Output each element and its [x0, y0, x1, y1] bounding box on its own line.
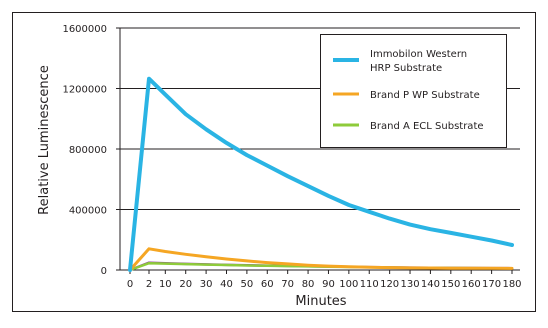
y-tick-label-1600000: 1600000: [62, 24, 107, 35]
x-tick-label-10: 10: [159, 279, 172, 290]
gridlines: [116, 27, 520, 271]
x-tick-label-70: 70: [281, 279, 294, 290]
x-tick-label-80: 80: [302, 279, 315, 290]
x-tick-label-170: 170: [482, 279, 501, 290]
x-tick-label-100: 100: [339, 279, 358, 290]
series-line-1: [128, 76, 514, 272]
x-tick-label-0: 0: [127, 279, 133, 290]
y-axis-label: Relative Luminescence: [37, 65, 52, 215]
legend-label-3: Brand A ECL Substrate: [370, 121, 484, 132]
x-tick-label-50: 50: [241, 279, 254, 290]
x-tick-label-130: 130: [400, 279, 419, 290]
x-tick-label-140: 140: [421, 279, 440, 290]
plot-border: [12, 12, 536, 312]
series-lines: [128, 76, 514, 272]
y-tick-label-0: 0: [101, 266, 107, 277]
x-tick-labels: 0 2 10 20 30 40 50 60 70 80 90 100 110 120 130 140 150 16…: [127, 270, 522, 290]
y-tick-labels: 0 400000 800000 1200000 1600000: [62, 24, 107, 277]
y-tick-label-400000: 400000: [69, 206, 107, 217]
x-tick-label-180: 180: [502, 279, 521, 290]
x-tick-label-20: 20: [179, 279, 192, 290]
axes: [119, 28, 520, 271]
legend-label-1-line-1: Immobilon Western: [370, 49, 467, 60]
legend-label-1-line-2: HRP Substrate: [370, 63, 442, 74]
x-tick-label-40: 40: [220, 279, 233, 290]
y-tick-label-800000: 800000: [69, 145, 107, 156]
y-tick-label-1200000: 1200000: [62, 85, 107, 96]
legend-box: [320, 34, 507, 148]
x-tick-label-120: 120: [380, 279, 399, 290]
legend: Immobilon Western HRP Substrate Brand P WP…: [320, 34, 507, 148]
x-tick-label-90: 90: [322, 279, 335, 290]
series-line-2: [128, 247, 514, 272]
legend-label-2: Brand P WP Substrate: [370, 90, 480, 101]
x-tick-label-150: 150: [441, 279, 460, 290]
x-tick-label-160: 160: [462, 279, 481, 290]
x-tick-label-2: 2: [146, 279, 152, 290]
x-tick-label-30: 30: [200, 279, 213, 290]
x-axis-label: Minutes: [295, 294, 346, 309]
x-tick-label-60: 60: [261, 279, 274, 290]
x-tick-label-110: 110: [360, 279, 379, 290]
